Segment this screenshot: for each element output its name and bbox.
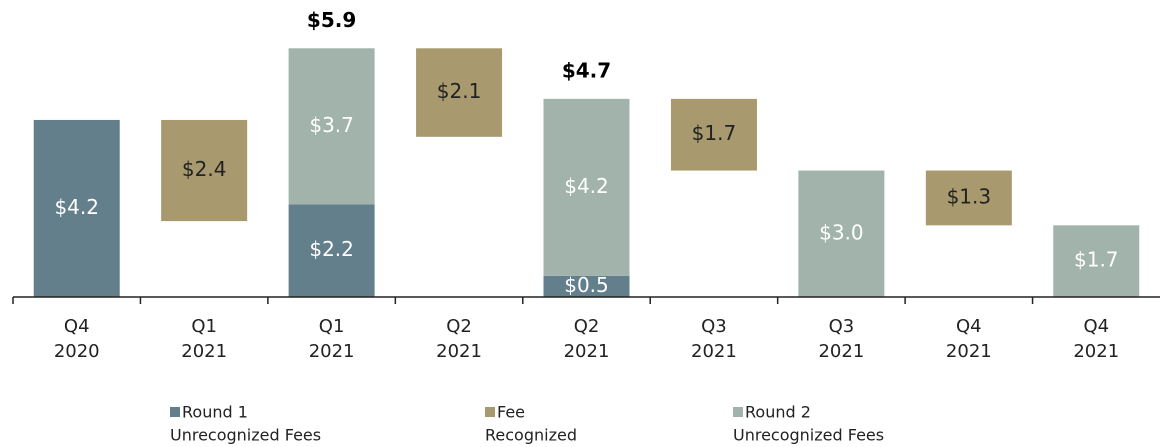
bar [161,119,248,222]
x-tick-label: Q2 [446,316,472,337]
x-tick-label: Q2 [574,316,600,337]
x-tick-label: Q3 [829,316,855,337]
x-tick-label: Q4 [1083,316,1109,337]
x-tick-label: 2021 [818,341,864,362]
x-tick-label: Q3 [701,316,727,337]
value-label: $2.2 [309,237,354,261]
total-label: $5.9 [307,8,356,32]
bar [416,48,503,137]
x-tick-label: 2021 [436,341,482,362]
bar [288,204,375,297]
legend-label: Round 2 [745,403,811,422]
x-tick-label: Q1 [191,316,217,337]
bar [1053,225,1140,297]
x-tick-label: 2021 [691,341,737,362]
value-label: $3.7 [309,113,354,137]
legend-swatch [485,407,495,417]
bar [670,98,757,171]
x-tick-label: 2021 [309,341,355,362]
bar [543,275,630,297]
x-tick-label: Q4 [64,316,90,337]
legend-label: Unrecognized Fees [733,426,884,445]
total-label: $4.7 [562,58,611,82]
value-label: $1.7 [692,121,737,145]
x-tick-label: 2021 [1073,341,1119,362]
x-tick-label: 2021 [181,341,227,362]
legend-label: Recognized [485,426,577,445]
x-tick-label: Q1 [319,316,345,337]
x-tick-label: 2021 [564,341,610,362]
x-tick-label: 2020 [54,341,100,362]
value-label: $1.3 [947,184,992,208]
bar [288,48,375,205]
value-label: $2.1 [437,79,482,103]
value-label: $1.7 [1074,248,1119,272]
value-label: $4.2 [54,195,99,219]
legend-swatch [733,407,743,417]
x-tick-label: Q4 [956,316,982,337]
bar [33,119,120,297]
legend-label: Round 1 [182,403,248,422]
bar [543,98,630,276]
legend-label: Fee [497,403,525,422]
legend-swatch [170,407,180,417]
value-label: $3.0 [819,220,864,244]
x-tick-label: 2021 [946,341,992,362]
bar [798,170,885,297]
value-label: $2.4 [182,157,227,181]
value-label: $4.2 [564,174,609,198]
legend-label: Unrecognized Fees [170,426,321,445]
bar [925,170,1012,226]
value-label: $0.5 [564,273,609,297]
